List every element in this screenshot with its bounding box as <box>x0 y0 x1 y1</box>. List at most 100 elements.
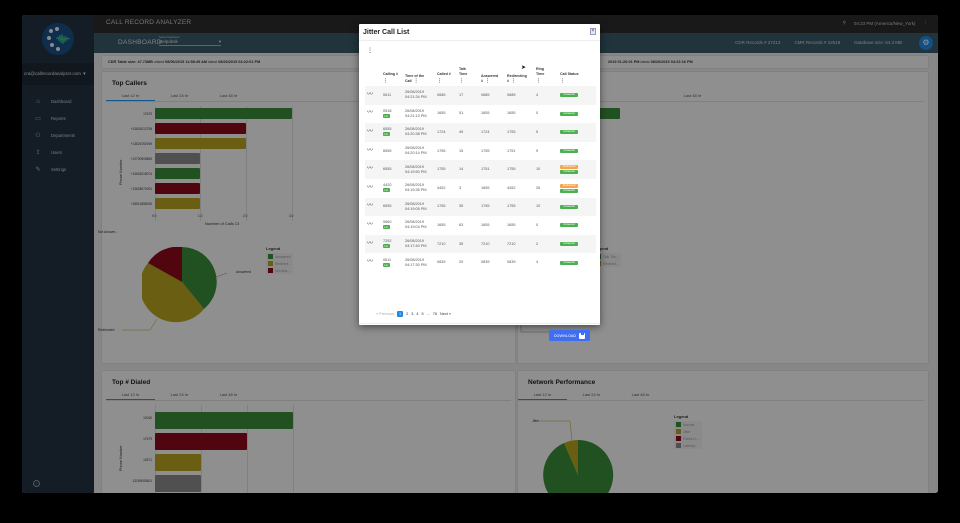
legend-item-normal[interactable]: Normal <box>674 421 702 428</box>
lic-badge: Lic <box>383 262 390 267</box>
page-1[interactable]: 1 <box>396 311 404 317</box>
monitor-icon: ▭ <box>35 116 41 122</box>
download-button[interactable]: DOWNLOAD <box>549 330 590 341</box>
lic-badge: Lic <box>383 188 390 193</box>
bar[interactable] <box>155 183 200 194</box>
table-row[interactable]: 〰 6555 26/08/2019 04:19:50 PM 1755 14 1751 1755… <box>365 160 596 179</box>
trend-chart-icon[interactable]: 〰 <box>367 166 374 173</box>
wrench-icon: ✎ <box>35 167 41 173</box>
status-badge: Answered <box>560 170 578 175</box>
search-icon[interactable]: ⚲ <box>842 20 846 25</box>
tab-last-12hr[interactable]: Last 12 hr <box>106 391 155 400</box>
column-menu-icon[interactable]: ⋮ <box>367 48 373 54</box>
tab-last-48hr[interactable]: Last 48 hr <box>219 93 238 98</box>
table-row[interactable]: 〰 0611 Lic 26/08/2019 04:17:30 PM 0839 29 0839 0… <box>365 253 596 272</box>
tab-last-12hr[interactable]: Last 12 hr <box>518 391 567 400</box>
user-menu[interactable]: cra@callrecordanalyzer.com ▾ <box>22 63 94 85</box>
bar[interactable] <box>155 475 201 492</box>
table-row[interactable]: 〰 0518 Lic 26/08/2019 04:21:13 PM 1655 51 1655 1… <box>365 105 596 124</box>
column-menu-icon: ⋮ <box>485 78 490 84</box>
table-row[interactable]: 〰 0660 Lic 26/08/2019 04:19:04 PM 1655 63 1655 1… <box>365 216 596 235</box>
tab-last-12hr[interactable]: Last 12 hr <box>106 92 155 101</box>
legend-item-redirected[interactable]: Redirect... <box>266 260 293 267</box>
save-icon <box>579 332 586 339</box>
column-header-redirecting[interactable]: Redirecting # ⋮ <box>507 74 527 84</box>
column-header-talk-time[interactable]: Talk Time ⋮ <box>457 60 479 86</box>
close-icon[interactable]: × <box>590 28 596 35</box>
tab-last-24hr[interactable]: Last 24 hr <box>582 392 601 397</box>
bar[interactable] <box>155 454 201 471</box>
page-5[interactable]: 5 <box>421 312 424 316</box>
bar[interactable] <box>155 153 200 164</box>
table-row[interactable]: 〰 6555 26/08/2019 04:19:05 PM 1755 35 1755 1755… <box>365 197 596 217</box>
legend-item-packet-loss[interactable]: Packet L... <box>674 435 702 442</box>
legend-item-answered[interactable]: Answered <box>266 253 293 260</box>
soundwave-icon <box>56 33 70 45</box>
tab-last-24hr[interactable]: Last 24 hr <box>170 392 189 397</box>
bar[interactable] <box>155 138 246 149</box>
pagination-next[interactable]: Next » <box>439 312 451 316</box>
more-vert-icon[interactable]: ⋮ <box>923 20 929 25</box>
network-performance-card: Network Performance Last 12 hr Last 24 h… <box>518 371 928 493</box>
status-badge: Answered <box>560 242 578 247</box>
bar[interactable] <box>155 123 246 134</box>
trend-chart-icon[interactable]: 〰 <box>367 184 374 191</box>
settings-gear-button[interactable]: ⚙ <box>919 36 933 50</box>
bar[interactable] <box>155 198 200 209</box>
column-header-ring-time[interactable]: Ring Time ⋮ <box>534 60 558 86</box>
sidebar-item-settings[interactable]: ✎ Settings <box>22 161 94 178</box>
pagination: « Previous 1 2 3 4 5 ... 76 Next » <box>376 311 451 317</box>
mouse-cursor: ➤ <box>521 65 527 71</box>
tab-last-48hr[interactable]: Last 48 hr <box>683 93 702 98</box>
trend-chart-icon[interactable]: 〰 <box>367 128 374 135</box>
pagination-previous[interactable]: « Previous <box>376 312 394 316</box>
column-menu-icon: ⋮ <box>536 78 541 84</box>
column-header-answered[interactable]: Answered # ⋮ <box>481 74 499 84</box>
cdr-records-count: CDR Records # 27213 <box>735 40 781 45</box>
lic-badge: Lic <box>383 132 390 137</box>
sidebar-item-departments[interactable]: ⚇ Departments <box>22 127 94 144</box>
column-header-time[interactable]: Time of the Call ⋮ <box>405 74 425 84</box>
page-3[interactable]: 3 <box>411 312 414 316</box>
table-row[interactable]: 〰 4420 Lic 26/08/2019 04:19:35 PM 4452 3 1655 44… <box>365 179 596 198</box>
bar[interactable] <box>155 168 200 179</box>
trend-chart-icon[interactable]: 〰 <box>367 259 374 266</box>
sidebar-item-dashboard[interactable]: ⌂ Dashboard <box>22 93 94 110</box>
bar[interactable] <box>155 412 293 429</box>
tab-last-48hr[interactable]: Last 48 hr <box>631 392 650 397</box>
column-menu-icon: ⋮ <box>413 78 419 84</box>
sidebar-item-users[interactable]: ⇪ Users <box>22 144 94 161</box>
sidebar-item-reports[interactable]: ▭ Reports <box>22 110 94 127</box>
pie-chart[interactable] <box>528 415 628 493</box>
bar[interactable] <box>155 108 292 119</box>
lic-badge: Lic <box>383 113 390 118</box>
department-select[interactable]: Select Department Helpdesk ▾ <box>159 36 221 46</box>
page-title: DASHBOARD <box>118 39 162 46</box>
bar[interactable] <box>155 433 247 450</box>
page-2[interactable]: 2 <box>406 312 409 316</box>
column-header-called[interactable]: Called # ⋮ <box>435 60 457 86</box>
trend-chart-icon[interactable]: 〰 <box>367 221 374 228</box>
tab-last-48hr[interactable]: Last 48 hr <box>219 392 238 397</box>
table-row[interactable]: 〰 6555 Lic 26/08/2019 04:20:38 PM 1724 49 1724 1… <box>365 123 596 142</box>
trend-chart-icon[interactable]: 〰 <box>367 240 374 247</box>
trend-chart-icon[interactable]: 〰 <box>367 203 374 210</box>
table-row[interactable]: 〰 6555 26/08/2019 04:20:14 PM 1755 15 1755 1751… <box>365 142 596 161</box>
column-header-call-status[interactable]: Call Status ⋮ <box>558 60 596 86</box>
pie-chart[interactable] <box>142 247 242 337</box>
column-header-calling[interactable]: Calling # ⋮ <box>381 60 403 86</box>
legend-item-latency[interactable]: Latency <box>674 442 702 449</box>
legend-item-jitter[interactable]: Jitter <box>674 428 702 435</box>
trend-chart-icon[interactable]: 〰 <box>367 147 374 154</box>
trend-chart-icon[interactable]: 〰 <box>367 91 374 98</box>
trend-chart-icon[interactable]: 〰 <box>367 110 374 117</box>
tab-last-24hr[interactable]: Last 24 hr <box>170 93 189 98</box>
page-4[interactable]: 4 <box>416 312 419 316</box>
home-icon: ⌂ <box>36 98 40 105</box>
legend: Legend Answered Redirect... Not Ans... <box>266 246 293 274</box>
legend-item-not-answered[interactable]: Not Ans... <box>266 267 293 274</box>
help-icon[interactable]: ? <box>33 480 40 487</box>
table-row[interactable]: 〰 0611 26/08/2019 04:21:34 PM 0685 17 0685 0685… <box>365 86 596 105</box>
table-row[interactable]: 〰 7252 Lic 26/08/2019 04:17:40 PM 7210 35 7210 7… <box>365 234 596 254</box>
page-76[interactable]: 76 <box>432 312 437 316</box>
